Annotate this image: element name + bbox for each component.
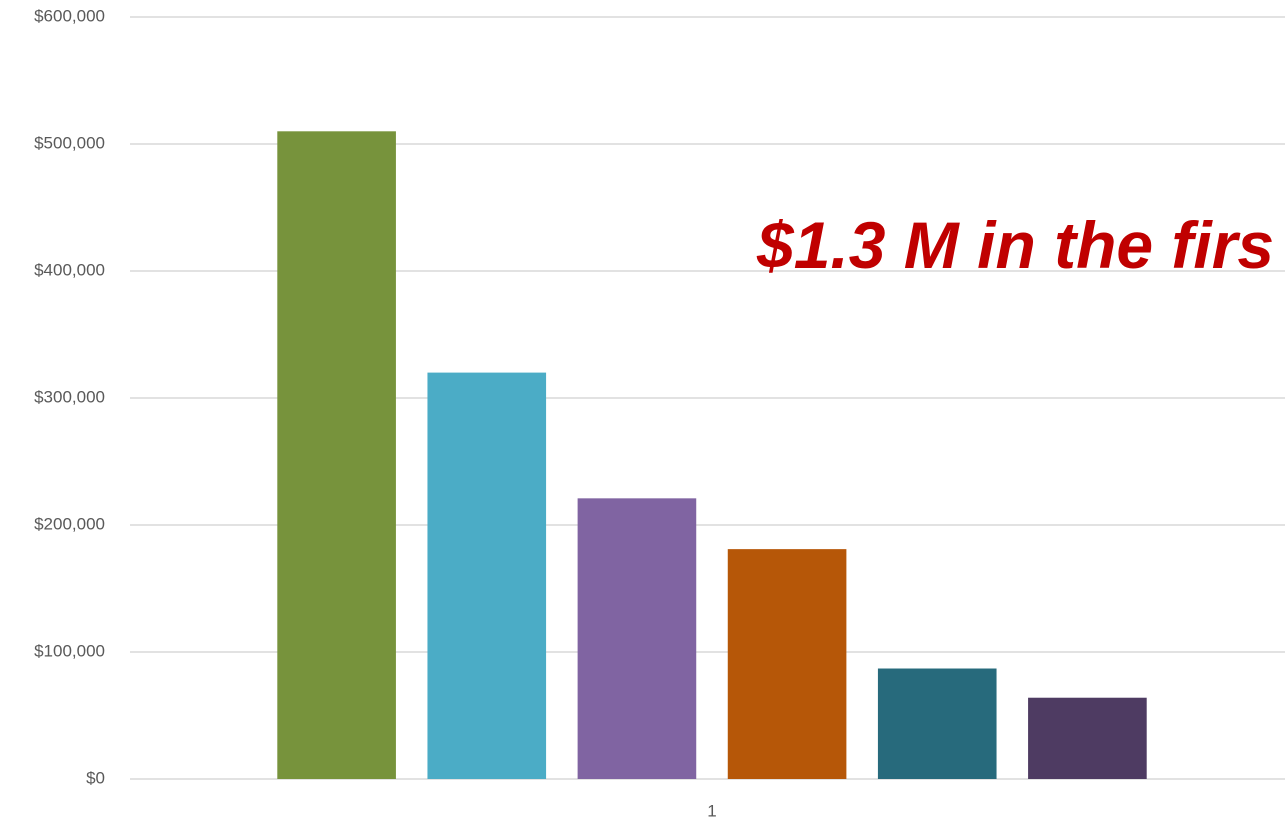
annotation: $1.3 M in the firs (756, 208, 1274, 282)
bar (1028, 697, 1147, 779)
x-tick-label: 1 (707, 801, 716, 820)
y-tick-label: $500,000 (34, 133, 105, 152)
bars (277, 131, 1147, 780)
y-tick-label: $300,000 (34, 387, 105, 406)
bar (577, 498, 697, 779)
bar (727, 549, 847, 779)
y-tick-label: $400,000 (34, 260, 105, 279)
y-tick-label: $600,000 (34, 6, 105, 25)
bar (427, 372, 547, 779)
bar (877, 668, 997, 779)
y-tick-label: $200,000 (34, 514, 105, 533)
y-tick-label: $100,000 (34, 641, 105, 660)
y-tick-label: $0 (86, 768, 105, 787)
bar (277, 131, 396, 780)
